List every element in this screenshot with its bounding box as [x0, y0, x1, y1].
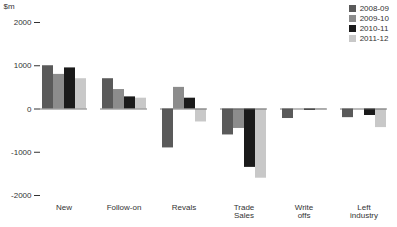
html-text:2008-09: 2008-09: [359, 3, 389, 13]
svg-text:-1000: -1000: [11, 148, 32, 157]
html-text:2010-11: 2010-11: [359, 23, 389, 33]
html-text:2011-12: 2011-12: [359, 33, 389, 43]
svg-text:Revals: Revals: [172, 203, 196, 212]
svg-text:1000: 1000: [14, 61, 32, 70]
svg-text:Leftindustry: Leftindustry: [350, 203, 378, 220]
svg-text:TradeSales: TradeSales: [234, 203, 255, 220]
svg-text:Follow-on: Follow-on: [107, 203, 142, 212]
svg-text:-2000: -2000: [11, 191, 32, 200]
svg-text:$m: $m: [4, 2, 15, 11]
html-text:2009-10: 2009-10: [359, 13, 389, 23]
svg-text:Writeoffs: Writeoffs: [295, 203, 314, 220]
svg-text:2000: 2000: [14, 18, 32, 27]
svg-text:New: New: [56, 203, 72, 212]
svg-text:0: 0: [27, 105, 32, 114]
